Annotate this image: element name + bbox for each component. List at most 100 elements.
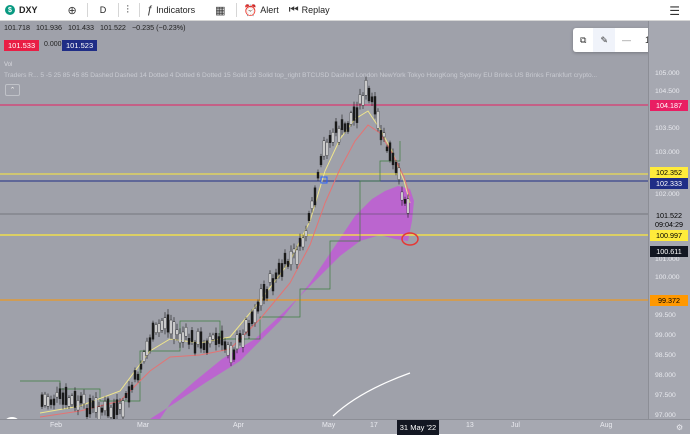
indicators-button[interactable]: ƒ Indicators xyxy=(142,0,200,20)
group-button[interactable]: ⧉ xyxy=(573,28,593,52)
replay-icon: ⏮ xyxy=(288,3,299,16)
candle-body xyxy=(127,386,131,403)
line-style-button[interactable]: — xyxy=(615,28,638,52)
line-style-icon: — xyxy=(621,35,631,45)
candle-body xyxy=(154,324,158,333)
candle-body xyxy=(265,289,269,299)
chart-type-button[interactable]: ⫶ xyxy=(121,0,137,20)
time-axis[interactable]: Feb Mar Apr May 17 13 Jul Aug 31 May '22… xyxy=(0,419,690,435)
pen-icon: ✎ xyxy=(600,34,608,45)
candle-body xyxy=(271,278,275,292)
candle-body xyxy=(172,321,176,340)
candle-body xyxy=(358,94,362,105)
candle-body xyxy=(241,334,245,348)
time-label: Mar xyxy=(137,422,150,429)
top-toolbar: $ DXY ⊕ D ⫶ ƒ Indicators ▦ ⏰ Alert ⏮ Rep… xyxy=(0,0,690,21)
candle-body xyxy=(70,395,74,405)
candle-body xyxy=(67,397,71,407)
chart-canvas[interactable] xyxy=(0,21,648,419)
time-label: May xyxy=(322,422,336,429)
price-axis[interactable]: 105.000 104.500 103.500 103.000 102.000 … xyxy=(648,21,690,419)
candle-body xyxy=(112,402,116,419)
candle-body xyxy=(391,152,395,166)
separator xyxy=(235,3,237,17)
candle-body xyxy=(130,384,134,390)
candle-body xyxy=(193,341,197,354)
candle-body xyxy=(121,400,125,418)
candle-body xyxy=(175,329,179,335)
interval-button[interactable]: D xyxy=(90,0,117,20)
candle-body xyxy=(367,87,371,102)
alert-button[interactable]: ⏰ Alert xyxy=(239,0,284,20)
hamburger-menu-icon[interactable]: ☰ xyxy=(669,4,680,18)
candle-body xyxy=(133,370,137,380)
collapse-legend-button[interactable]: ⌃ xyxy=(5,84,20,96)
candle-body xyxy=(40,394,44,407)
candle-body xyxy=(223,341,227,350)
candle-body xyxy=(178,333,182,344)
price-tick: 97.000 xyxy=(655,412,676,419)
projection-curve[interactable] xyxy=(332,372,411,417)
target-circle[interactable] xyxy=(401,232,419,246)
candle-body xyxy=(190,330,194,342)
candle-body xyxy=(259,288,263,306)
candle-body xyxy=(373,96,377,115)
candle-body xyxy=(262,284,266,301)
candle-body xyxy=(226,344,230,356)
candle-body xyxy=(88,398,92,415)
ohlc-change: −0.235 (−0.23%) xyxy=(131,23,186,32)
candle-body xyxy=(214,332,218,346)
price-tick: 105.000 xyxy=(655,70,680,77)
candle-body xyxy=(163,317,167,329)
candle-body xyxy=(55,392,59,398)
chart-pane[interactable]: 101.718 101.936 101.433 101.522 −0.235 (… xyxy=(0,21,648,419)
price-tag-blue[interactable]: 102.333 xyxy=(650,178,688,189)
candle-body xyxy=(355,107,359,123)
session-step-line xyxy=(20,141,401,402)
price-tag-pink[interactable]: 104.187 xyxy=(650,100,688,111)
candle-body xyxy=(52,398,56,406)
price-tick: 98.500 xyxy=(655,352,676,359)
candle-body xyxy=(187,338,191,345)
alert-label: Alert xyxy=(260,5,279,15)
candle-series xyxy=(40,75,410,419)
candle-body xyxy=(85,408,89,418)
price-tick: 104.500 xyxy=(655,88,680,95)
candle-body xyxy=(349,112,353,125)
volume-label: Vol xyxy=(4,62,13,68)
countdown-tag: 09:04:29 xyxy=(650,219,688,230)
candle-body xyxy=(256,301,260,312)
price-tag-yellow[interactable]: 100.997 xyxy=(650,230,688,241)
candle-body xyxy=(340,119,344,131)
candle-body xyxy=(43,393,47,406)
candle-body xyxy=(220,330,224,346)
crosshair-date-tag: 31 May '22 xyxy=(397,420,439,435)
price-tag-yellow[interactable]: 102.352 xyxy=(650,167,688,178)
candle-body xyxy=(91,400,95,409)
candle-body xyxy=(253,308,257,323)
pen-button[interactable]: ✎ xyxy=(593,28,615,52)
candle-body xyxy=(304,230,308,237)
candle-body xyxy=(322,140,326,157)
last-price-tag: 101.522 xyxy=(650,210,688,221)
settings-gear-icon[interactable]: ⚙ xyxy=(676,423,684,432)
price-tag-orange[interactable]: 99.372 xyxy=(650,295,688,306)
candle-body xyxy=(313,187,317,206)
indicator-legend[interactable]: Traders R... 5 -5 25 85 45 85 Dashed Das… xyxy=(4,72,598,79)
anchor-handle[interactable] xyxy=(320,176,328,184)
time-label: Aug xyxy=(600,422,613,429)
candle-body xyxy=(331,131,335,143)
sell-price-button[interactable]: 101.533 xyxy=(4,40,40,51)
time-label: 17 xyxy=(370,422,378,429)
replay-button[interactable]: ⏮ Replay xyxy=(284,0,335,20)
candle-body xyxy=(298,237,302,247)
buy-price-button[interactable]: 101.523 xyxy=(62,40,98,51)
symbol-search[interactable]: $ DXY xyxy=(0,0,43,20)
candle-body xyxy=(61,392,65,405)
templates-button[interactable]: ▦ xyxy=(210,0,233,20)
candle-body xyxy=(202,343,206,351)
candle-body xyxy=(385,146,389,152)
candle-body xyxy=(118,403,122,410)
add-symbol-button[interactable]: ⊕ xyxy=(63,0,85,20)
price-tick: 102.000 xyxy=(655,191,680,198)
